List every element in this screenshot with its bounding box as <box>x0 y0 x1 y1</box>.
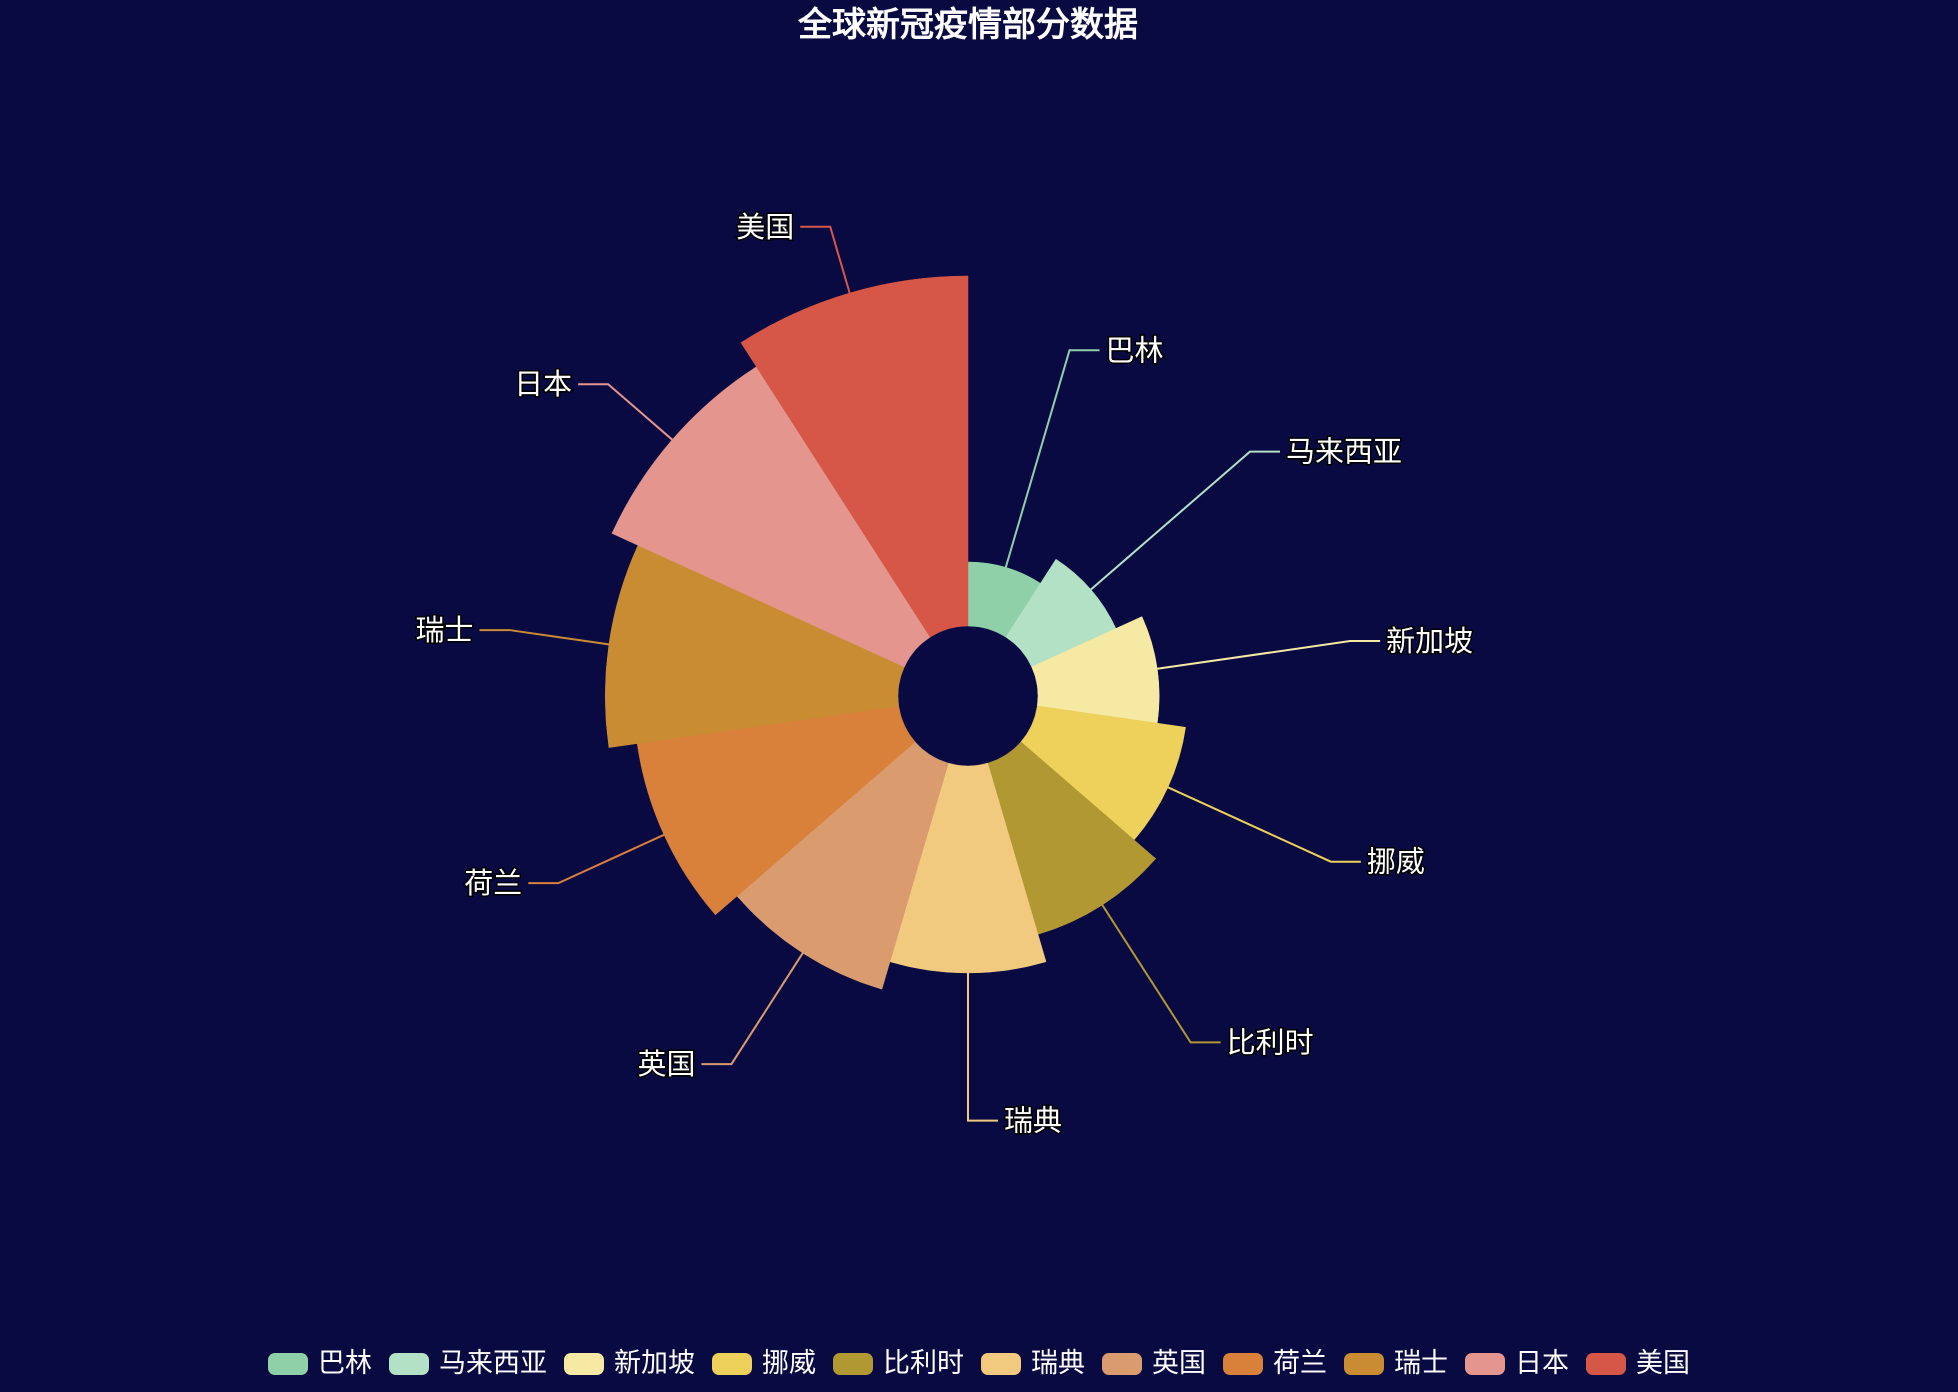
leader-line-新加坡 <box>1157 640 1381 670</box>
chart-title: 全球新冠疫情部分数据 <box>797 5 1138 45</box>
slice-挪威[interactable] <box>1020 705 1186 841</box>
leader-line-马来西亚 <box>1090 450 1281 591</box>
legend-swatch-荷兰 <box>1223 1353 1263 1375</box>
legend-label-比利时: 比利时 <box>883 1348 964 1379</box>
legend: 巴林 马来西亚 新加坡 挪威 比利时 瑞典 英国 荷兰 瑞士 日本 美国 <box>268 1348 1690 1379</box>
legend-swatch-巴林 <box>268 1353 308 1375</box>
legend-item-比利时[interactable]: 比利时 <box>833 1348 964 1379</box>
legend-label-美国: 美国 <box>1636 1348 1690 1379</box>
slice-label-马来西亚: 马来西亚 <box>1286 435 1402 469</box>
legend-label-新加坡: 新加坡 <box>614 1348 695 1379</box>
leader-line-group <box>479 225 1381 1122</box>
legend-item-英国[interactable]: 英国 <box>1102 1348 1206 1379</box>
legend-swatch-美国 <box>1586 1353 1626 1375</box>
legend-item-荷兰[interactable]: 荷兰 <box>1223 1348 1327 1379</box>
legend-label-日本: 日本 <box>1515 1348 1569 1379</box>
slice-label-新加坡: 新加坡 <box>1386 624 1473 658</box>
slice-瑞典[interactable] <box>889 762 1047 974</box>
legend-swatch-日本 <box>1465 1353 1505 1375</box>
legend-label-英国: 英国 <box>1152 1348 1206 1379</box>
legend-item-新加坡[interactable]: 新加坡 <box>564 1348 695 1379</box>
legend-swatch-比利时 <box>833 1353 873 1375</box>
slice-比利时[interactable] <box>987 741 1157 935</box>
slice-label-瑞典: 瑞典 <box>1004 1104 1062 1138</box>
legend-swatch-马来西亚 <box>389 1353 429 1375</box>
legend-item-日本[interactable]: 日本 <box>1465 1348 1569 1379</box>
slice-荷兰[interactable] <box>636 705 916 916</box>
leader-line-挪威 <box>1167 786 1361 863</box>
leader-line-荷兰 <box>528 833 665 885</box>
legend-item-挪威[interactable]: 挪威 <box>712 1348 816 1379</box>
legend-label-瑞典: 瑞典 <box>1031 1348 1085 1379</box>
legend-item-巴林[interactable]: 巴林 <box>268 1348 372 1379</box>
legend-swatch-新加坡 <box>564 1353 604 1375</box>
slice-label-荷兰: 荷兰 <box>464 866 522 900</box>
slice-瑞士[interactable] <box>605 544 905 748</box>
legend-label-马来西亚: 马来西亚 <box>439 1348 547 1379</box>
slice-马来西亚[interactable] <box>1005 558 1117 668</box>
legend-label-瑞士: 瑞士 <box>1394 1348 1448 1379</box>
legend-item-瑞典[interactable]: 瑞典 <box>981 1348 1085 1379</box>
slice-label-瑞士: 瑞士 <box>415 613 473 647</box>
legend-label-巴林: 巴林 <box>318 1348 372 1379</box>
legend-item-美国[interactable]: 美国 <box>1586 1348 1690 1379</box>
slice-英国[interactable] <box>736 741 949 990</box>
slice-label-比利时: 比利时 <box>1227 1025 1314 1059</box>
legend-label-荷兰: 荷兰 <box>1273 1348 1327 1379</box>
slice-label-巴林: 巴林 <box>1106 333 1164 367</box>
slice-新加坡[interactable] <box>1031 616 1160 724</box>
legend-swatch-瑞士 <box>1344 1353 1384 1375</box>
legend-item-瑞士[interactable]: 瑞士 <box>1344 1348 1448 1379</box>
slice-日本[interactable] <box>611 366 931 668</box>
legend-label-挪威: 挪威 <box>762 1348 816 1379</box>
legend-swatch-挪威 <box>712 1353 752 1375</box>
leader-line-瑞典 <box>967 973 998 1122</box>
leader-line-美国 <box>800 225 851 294</box>
leader-line-瑞士 <box>479 629 610 646</box>
leader-line-英国 <box>701 952 804 1066</box>
slice-label-美国: 美国 <box>736 210 794 244</box>
leader-line-比利时 <box>1101 904 1221 1044</box>
slice-label-日本: 日本 <box>514 367 572 401</box>
leader-line-日本 <box>578 383 673 441</box>
legend-swatch-瑞典 <box>981 1353 1021 1375</box>
slice-group <box>605 275 1186 990</box>
slice-label-挪威: 挪威 <box>1367 845 1425 879</box>
legend-swatch-英国 <box>1102 1353 1142 1375</box>
legend-item-马来西亚[interactable]: 马来西亚 <box>389 1348 547 1379</box>
slice-label-英国: 英国 <box>637 1047 695 1081</box>
leader-line-巴林 <box>1004 349 1100 568</box>
slice-美国[interactable] <box>740 275 969 638</box>
